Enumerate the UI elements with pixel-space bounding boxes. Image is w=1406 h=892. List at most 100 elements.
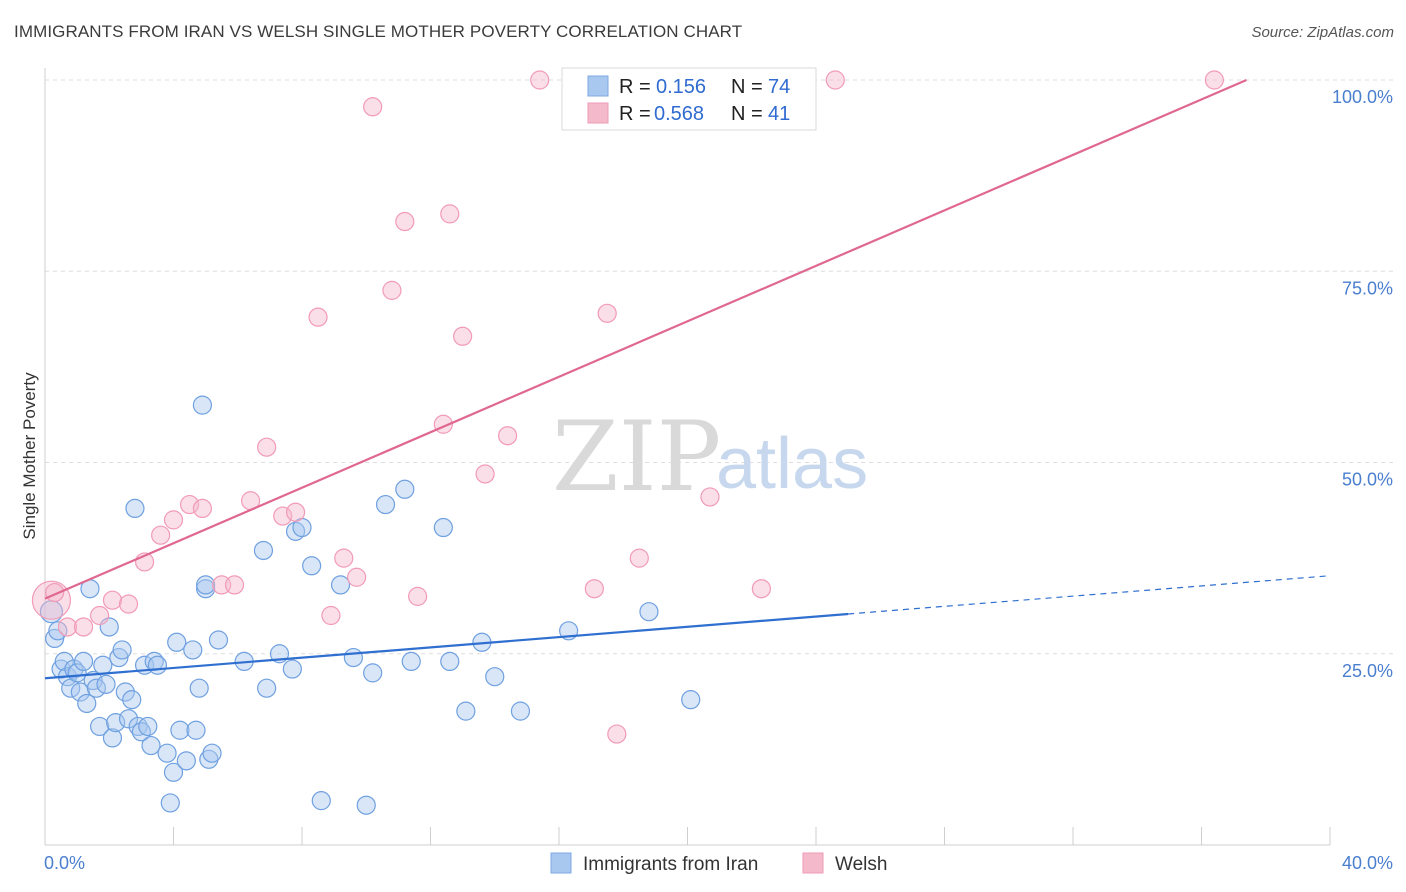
welsh-point: [192, 498, 213, 518]
iran-point: [485, 667, 505, 687]
iran-point: [147, 655, 168, 675]
iran-point: [48, 621, 68, 641]
iran-point: [128, 716, 148, 737]
iran-point: [96, 674, 116, 694]
correlation-legend: R = 0.156 N = 74 R = 0.568 N = 41: [561, 67, 817, 131]
iran-point: [106, 712, 126, 733]
welsh-point: [475, 464, 495, 484]
iran-point: [356, 795, 376, 815]
iran-point: [363, 663, 383, 683]
y-tick-label-2: 75.0%: [1342, 278, 1393, 298]
welsh-point: [308, 307, 328, 327]
iran-point: [510, 701, 531, 721]
iran-point: [112, 640, 132, 660]
welsh-point: [363, 97, 383, 117]
iran-point: [330, 575, 351, 595]
iran-point: [302, 556, 322, 576]
iran-point: [196, 575, 216, 595]
iran-point: [257, 678, 277, 698]
legend-r-value-welsh: 0.568: [654, 103, 704, 125]
welsh-point: [395, 211, 415, 232]
welsh-point: [751, 579, 771, 599]
welsh-point: [629, 548, 649, 568]
watermark-zip: ZIP: [552, 401, 721, 513]
legend-r-label-iran: R =: [619, 76, 651, 98]
welsh-point: [347, 567, 367, 587]
axis-layer: [44, 68, 1331, 846]
iran-point: [681, 690, 701, 710]
iran-point: [77, 693, 97, 714]
iran-point: [102, 728, 123, 748]
x-tick-label-max: 40.0%: [1342, 853, 1393, 873]
legend-n-label-iran: N =: [731, 76, 763, 98]
iran-point: [208, 630, 229, 650]
welsh-point: [530, 70, 550, 90]
y-tick-label-1: 50.0%: [1342, 470, 1393, 490]
iran-point: [456, 701, 476, 721]
iran-point: [343, 647, 363, 668]
iran-trend-extension: [848, 575, 1331, 615]
iran-point: [157, 743, 177, 763]
y-tick-labels: 25.0% 50.0% 75.0% 100.0%: [1332, 87, 1393, 681]
welsh-point: [118, 594, 139, 614]
iran-point: [93, 655, 113, 675]
iran-point: [192, 395, 213, 415]
iran-point: [282, 659, 302, 679]
welsh-point: [273, 506, 293, 526]
welsh-point: [334, 548, 354, 568]
iran-point: [125, 498, 145, 518]
iran-point: [118, 709, 139, 729]
iran-point: [395, 479, 415, 499]
iran-point: [70, 682, 90, 702]
iran-point: [138, 716, 158, 737]
welsh-point: [90, 605, 110, 626]
iran-point: [54, 651, 74, 672]
iran-point: [433, 517, 453, 538]
welsh-point: [597, 303, 617, 323]
legend-n-label-welsh: N =: [731, 103, 763, 125]
welsh-point: [607, 724, 627, 744]
iran-point: [189, 678, 209, 698]
iran-point: [176, 751, 196, 771]
iran-point: [86, 678, 107, 698]
welsh-point: [825, 70, 845, 90]
iran-point: [167, 632, 187, 652]
welsh-point: [179, 494, 200, 515]
trend-layer: [44, 78, 1331, 680]
welsh-point: [498, 426, 518, 446]
welsh-point: [285, 502, 306, 522]
iran-point: [131, 722, 151, 742]
iran-point: [67, 663, 87, 683]
legend-r-label-welsh: R =: [619, 103, 651, 125]
watermark-atlas: atlas: [716, 424, 868, 504]
iran-point: [90, 716, 110, 737]
iran-point: [160, 793, 180, 813]
welsh-point: [102, 590, 123, 610]
welsh-point: [440, 204, 460, 224]
legend-n-value-iran: 74: [768, 76, 790, 98]
welsh-point: [1204, 70, 1224, 90]
iran-point: [183, 640, 203, 660]
iran-trend-line: [44, 612, 849, 680]
welsh-point: [73, 617, 94, 637]
welsh-point: [584, 579, 604, 599]
iran-point: [311, 791, 331, 811]
bottom-legend-swatch-welsh: [802, 852, 824, 874]
legend-swatch-welsh: [587, 102, 609, 124]
bottom-legend-label-welsh: Welsh: [835, 854, 887, 875]
chart-title: IMMIGRANTS FROM IRAN VS WELSH SINGLE MOT…: [14, 22, 743, 41]
iran-point: [202, 743, 222, 763]
welsh-point: [382, 280, 402, 300]
iran-point: [122, 690, 142, 710]
grid-layer: [45, 79, 1395, 655]
welsh-point: [151, 525, 171, 545]
welsh-point: [453, 326, 473, 346]
iran-point: [141, 735, 161, 756]
legend-r-value-iran: 0.156: [656, 76, 706, 98]
welsh-point: [321, 605, 341, 626]
iran-point: [375, 494, 396, 515]
bottom-legend-swatch-iran: [550, 852, 572, 874]
iran-point: [440, 651, 460, 672]
welsh-point: [57, 617, 78, 637]
